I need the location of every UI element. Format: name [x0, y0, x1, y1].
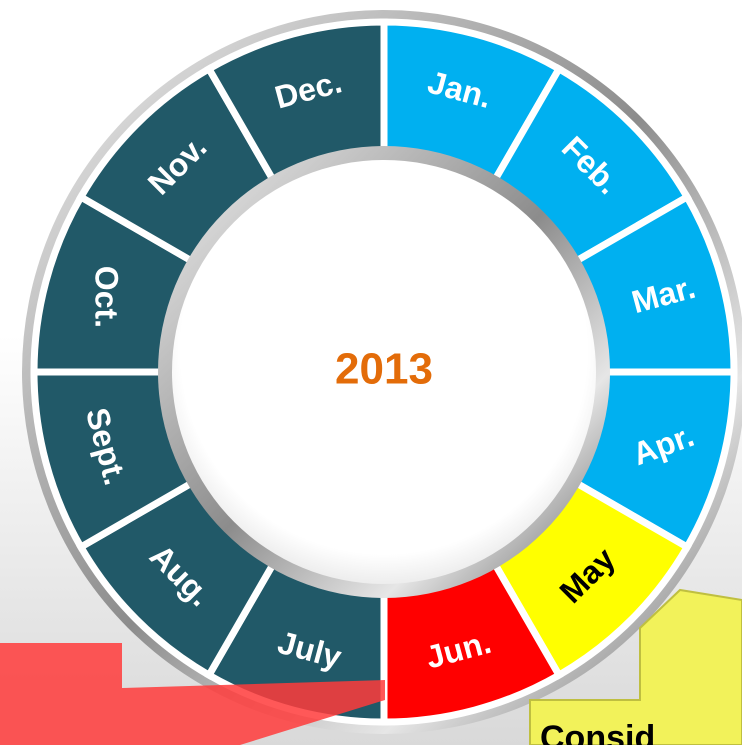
red-callout: [0, 643, 385, 745]
year: 2013: [335, 345, 433, 394]
inner-circle: [172, 160, 596, 584]
yellow-callout: [529, 588, 742, 745]
month-label: Oct.: [88, 266, 124, 328]
callout-text: Consid: [540, 719, 655, 745]
